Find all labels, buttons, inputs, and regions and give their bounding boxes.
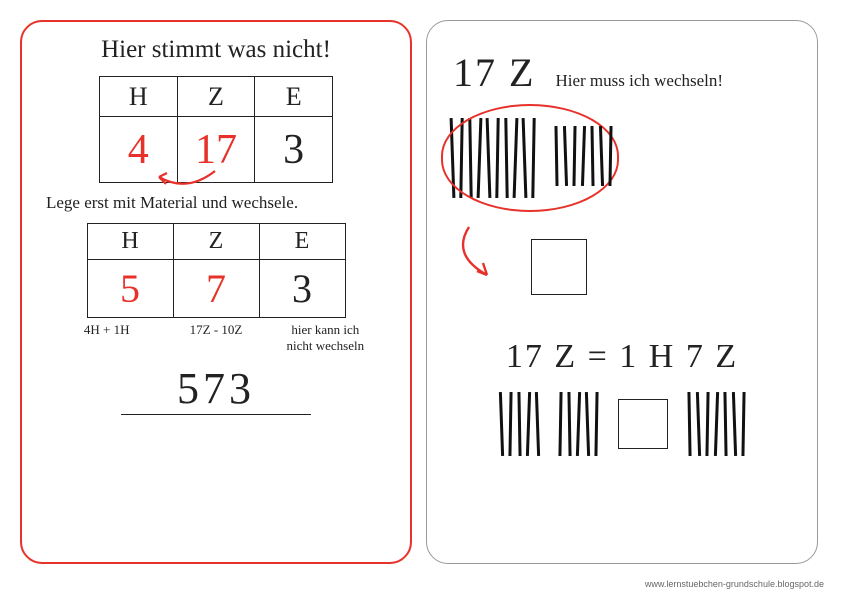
equation-text: 17 Z = 1 H 7 Z [445, 338, 799, 376]
left-title: Hier stimmt was nicht! [40, 36, 392, 64]
t2-h-value: 5 [87, 260, 173, 318]
left-panel: Hier stimmt was nicht! H Z E 4 17 3 Lege… [20, 20, 412, 564]
t1-e-value: 3 [255, 117, 333, 183]
t1-z-header: Z [177, 77, 255, 117]
bottom-tallies-mid [559, 392, 598, 456]
right-hint: Hier muss ich wechseln! [555, 71, 723, 91]
t2-z-value: 7 [173, 260, 259, 318]
t1-h-header: H [100, 77, 178, 117]
tally-group-10 [451, 118, 535, 198]
annot-h: 4H + 1H [64, 322, 150, 355]
right-top-line: 17 Z Hier muss ich wechseln! [453, 49, 799, 96]
hze-table-1: H Z E 4 17 3 [99, 76, 333, 183]
down-arrow-wrap [447, 221, 517, 296]
bottom-tallies-right [688, 392, 745, 456]
hundred-square-1 [531, 239, 587, 295]
header-17z: 17 Z [453, 49, 535, 96]
curved-down-arrow-icon [447, 221, 517, 291]
table1-wrap: H Z E 4 17 3 [99, 76, 333, 183]
bottom-tallies-left [500, 392, 539, 456]
t1-h-value: 4 [100, 117, 178, 183]
annot-z: 17Z - 10Z [173, 322, 259, 355]
right-panel: 17 Z Hier muss ich wechseln! 17 Z = 1 H … [426, 20, 818, 564]
credit-text: www.lernstuebchen-grundschule.blogspot.d… [645, 579, 824, 589]
t2-z-header: Z [173, 224, 259, 260]
t1-e-header: E [255, 77, 333, 117]
result-number: 573 [121, 363, 311, 415]
annot-e: hier kann ich nicht wechseln [282, 322, 368, 355]
t2-e-header: E [259, 224, 345, 260]
hundred-square-2 [618, 399, 668, 449]
bottom-row [445, 392, 799, 456]
t2-e-value: 3 [259, 260, 345, 318]
tally-group-7 [555, 118, 612, 186]
t1-z-value: 17 [177, 117, 255, 183]
left-subtitle: Lege erst mit Material und wechsele. [46, 193, 392, 213]
annotations-row: 4H + 1H 17Z - 10Z hier kann ich nicht we… [52, 322, 380, 355]
t2-h-header: H [87, 224, 173, 260]
hze-table-2: H Z E 5 7 3 [87, 223, 346, 318]
tally-row-top [451, 118, 799, 198]
